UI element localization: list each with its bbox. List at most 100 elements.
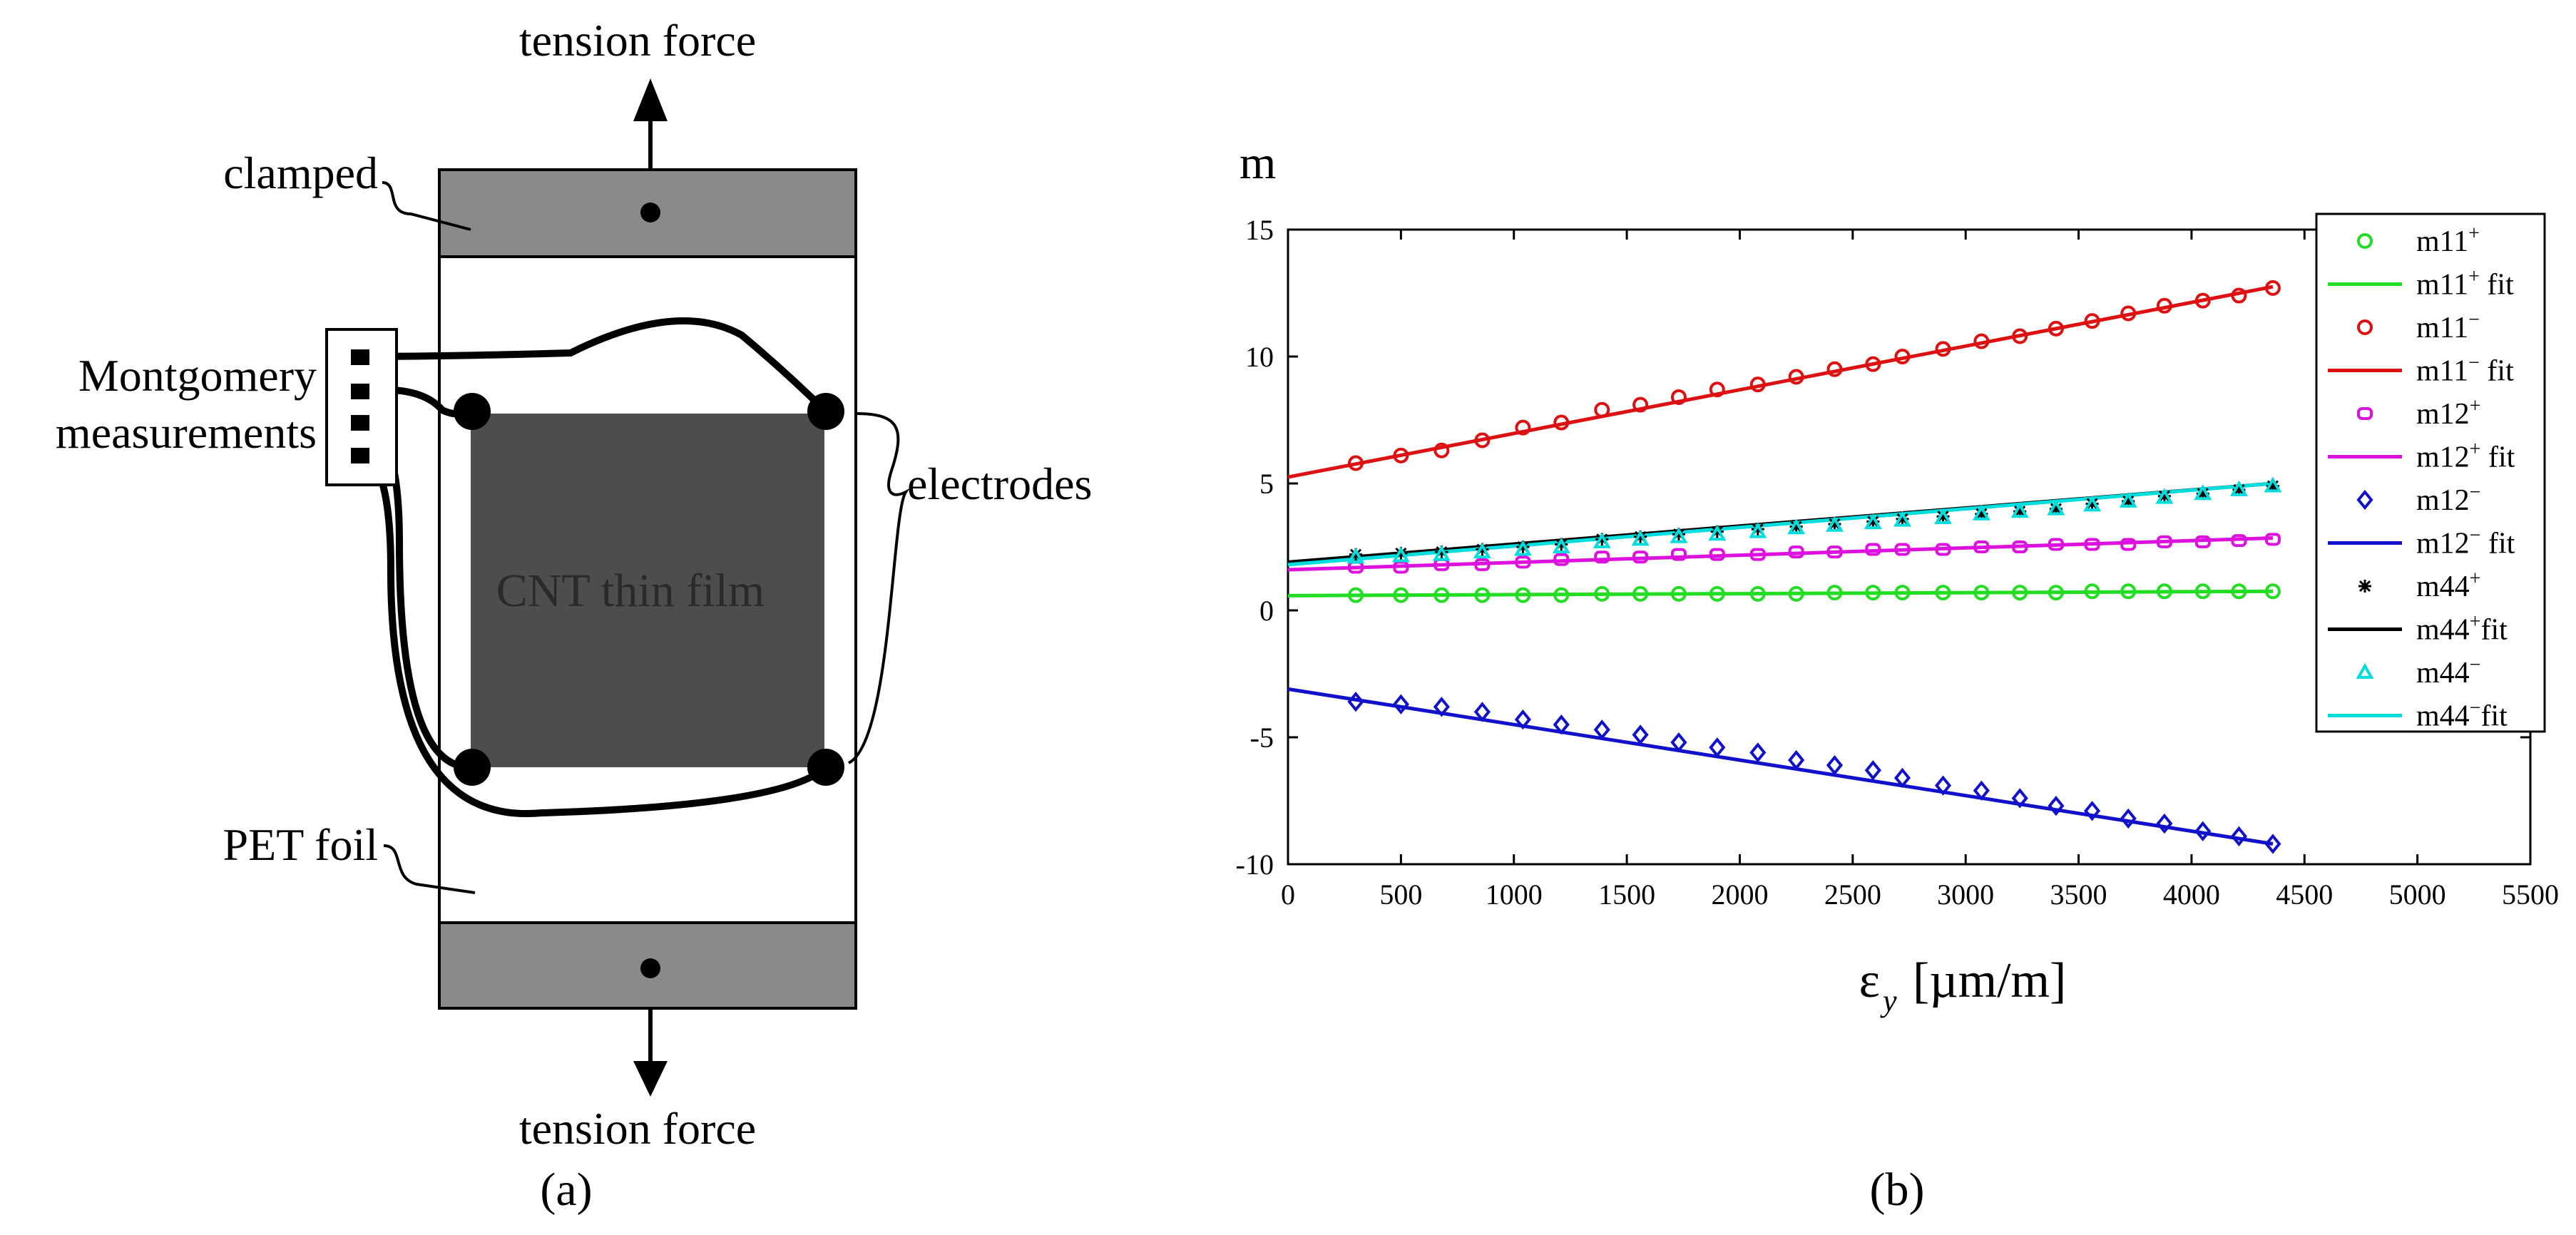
data-point-m11plus bbox=[2012, 585, 2028, 601]
fit-line-m44minus bbox=[1287, 481, 2274, 567]
series-m12minus bbox=[1347, 692, 2281, 854]
legend-swatch-marker bbox=[2358, 580, 2371, 593]
legend-entry: m44− bbox=[2356, 654, 2480, 690]
data-point-m12minus bbox=[1893, 767, 1911, 789]
data-point-m12minus bbox=[1864, 760, 1881, 781]
data-point-m11plus bbox=[2084, 583, 2100, 600]
data-point-m12minus bbox=[1347, 692, 1364, 712]
data-point-m11plus bbox=[2120, 583, 2137, 600]
data-point-m11minus bbox=[1973, 333, 1990, 349]
data-point-m44minus bbox=[1670, 527, 1688, 543]
pet-callout bbox=[383, 844, 476, 894]
legend-label: m11+ fit bbox=[2416, 266, 2514, 302]
data-point-m12minus bbox=[2120, 808, 2137, 829]
connector-pin-3 bbox=[351, 415, 369, 431]
data-point-m11plus bbox=[1894, 585, 1911, 601]
montgomery-label-line1: Montgomery bbox=[78, 350, 317, 401]
data-point-m11plus bbox=[1515, 587, 1531, 603]
legend-label: m44− bbox=[2416, 654, 2480, 690]
data-point-m12plus bbox=[2084, 538, 2100, 551]
data-point-m11plus bbox=[2194, 583, 2211, 600]
electrode-bottom-right bbox=[807, 749, 844, 786]
data-point-m44minus bbox=[2194, 484, 2212, 501]
data-point-m12plus bbox=[1749, 548, 1766, 561]
legend-swatch-marker bbox=[2357, 319, 2373, 335]
legend-box bbox=[2315, 212, 2546, 733]
legend-label: m44−fit bbox=[2416, 697, 2508, 733]
data-point-m12minus bbox=[1670, 732, 1687, 753]
data-point-m12minus bbox=[1514, 709, 1531, 730]
data-point-m11minus bbox=[1709, 381, 1725, 398]
data-point-m44minus bbox=[1787, 518, 1806, 535]
data-point-m12minus bbox=[1433, 697, 1450, 717]
data-point-m12minus bbox=[1826, 755, 1844, 776]
x-tick-label: 1500 bbox=[1598, 878, 1655, 911]
data-point-m44minus bbox=[1864, 513, 1882, 530]
data-point-m11plus bbox=[1709, 585, 1725, 602]
fit-line-m12plus bbox=[1287, 536, 2274, 572]
series-m11minus bbox=[1348, 280, 2281, 471]
data-point-m12plus bbox=[1393, 560, 1409, 574]
data-point-m11minus bbox=[2048, 320, 2064, 337]
data-point-m11plus bbox=[1553, 587, 1570, 603]
data-point-m11plus bbox=[1826, 585, 1843, 601]
electrode-top-right bbox=[807, 393, 844, 430]
data-point-m11minus bbox=[1788, 369, 1804, 385]
data-point-m44minus bbox=[1893, 511, 1911, 527]
electrodes-label: electrodes bbox=[907, 458, 1092, 509]
legend-entry: m11+ bbox=[2357, 222, 2480, 258]
data-point-m11plus bbox=[2264, 583, 2281, 600]
data-point-m12minus bbox=[1593, 719, 1610, 740]
legend-label: m12+ fit bbox=[2416, 439, 2515, 474]
legend-entry: m44−fit bbox=[2328, 697, 2508, 733]
electrode-bottom-left bbox=[454, 749, 491, 786]
data-point-m44minus bbox=[1473, 543, 1491, 559]
data-point-m12minus bbox=[2048, 795, 2065, 816]
data-point-m11plus bbox=[1935, 585, 1951, 601]
x-axis-label-subscript: y bbox=[1880, 983, 1897, 1018]
legend-entry: m44+ bbox=[2358, 568, 2480, 603]
legend-swatch-marker bbox=[2356, 662, 2374, 679]
data-point-m12plus bbox=[1594, 550, 1610, 564]
wire-1 bbox=[359, 317, 829, 415]
legend-entry: m44+fit bbox=[2328, 611, 2508, 647]
fit-lines bbox=[1287, 285, 2274, 846]
data-point-m44minus bbox=[1346, 548, 1365, 564]
data-point-m12minus bbox=[1473, 702, 1491, 722]
data-point-m12minus bbox=[1973, 780, 1990, 801]
legend-label: m11− fit bbox=[2416, 352, 2514, 388]
data-point-m44minus bbox=[2155, 488, 2174, 504]
data-point-m11plus bbox=[2048, 585, 2064, 601]
data-point-m12plus bbox=[1935, 543, 1951, 556]
tension-arrow-bottom-head bbox=[633, 1061, 668, 1097]
clamped-callout bbox=[382, 181, 471, 231]
x-tick-label: 4500 bbox=[2276, 878, 2333, 911]
x-axis-ticks: 0 500 1000 1500 2000 2500 3000 3500 4000 4500 5000… bbox=[1281, 230, 2559, 911]
data-point-m12plus bbox=[2264, 533, 2281, 546]
data-point-m12plus bbox=[1515, 555, 1531, 569]
data-point-m12plus bbox=[1894, 543, 1911, 556]
y-axis-ticks: 15 10 5 0 -5 -10 bbox=[1236, 214, 2530, 881]
data-point-m12minus bbox=[1934, 775, 1952, 796]
data-point-m11minus bbox=[1594, 401, 1610, 418]
data-point-m11plus bbox=[1670, 585, 1687, 602]
series-m44minus bbox=[1346, 476, 2282, 564]
legend-label: m11+ bbox=[2416, 222, 2480, 258]
data-point-m11minus bbox=[1515, 419, 1531, 436]
data-point-m11minus bbox=[2120, 305, 2137, 322]
legend-label: m11− bbox=[2416, 309, 2480, 344]
data-point-m11minus bbox=[2194, 292, 2211, 309]
data-point-m11plus bbox=[1788, 585, 1804, 602]
data-point-m12plus bbox=[1865, 543, 1881, 556]
data-point-m11minus bbox=[1632, 396, 1649, 413]
clamped-label: clamped bbox=[223, 148, 378, 198]
data-point-m11minus bbox=[2156, 297, 2172, 314]
x-tick-label: 2500 bbox=[1824, 878, 1881, 911]
data-point-m11minus bbox=[2264, 280, 2281, 296]
data-point-m44minus bbox=[1513, 540, 1532, 556]
data-point-m44minus bbox=[1631, 530, 1650, 546]
data-point-m44minus bbox=[2010, 502, 2029, 518]
data-point-m12minus bbox=[1553, 714, 1570, 735]
data-point-m12minus bbox=[2011, 788, 2028, 809]
data-point-m12plus bbox=[2120, 538, 2137, 551]
